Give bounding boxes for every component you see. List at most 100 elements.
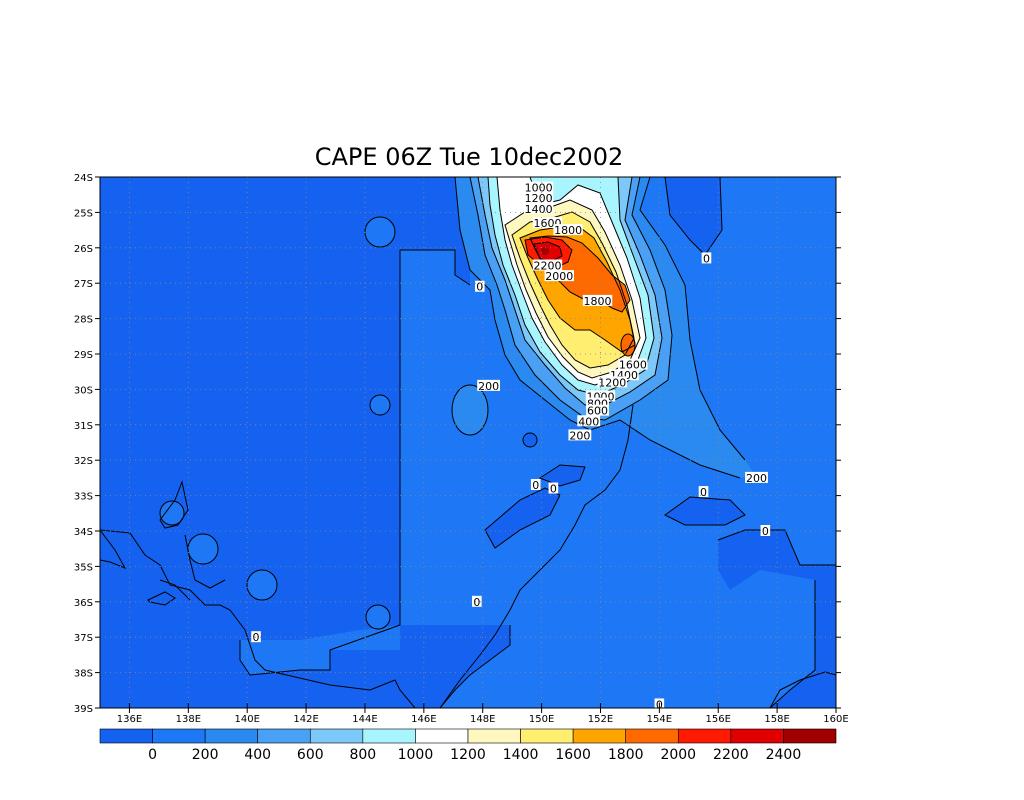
colorbar-swatch — [783, 728, 837, 744]
y-tick-label: 39S — [74, 704, 93, 715]
x-tick-label: 148E — [470, 714, 495, 725]
colorbar-label: 2400 — [766, 747, 802, 763]
colorbar-label: 2200 — [713, 747, 749, 763]
contour-label-bg — [523, 192, 554, 204]
contour-label: 0 — [473, 596, 480, 609]
field-dark-blob — [665, 497, 745, 525]
field-island — [188, 534, 218, 564]
contour-label-bg — [544, 270, 574, 282]
colorbar-label: 400 — [244, 747, 271, 763]
colorbar-label: 200 — [192, 747, 219, 763]
contour-label-bg — [530, 478, 541, 490]
colorbar-label: 1200 — [450, 747, 486, 763]
contour-label: 200 — [478, 380, 499, 393]
x-tick-label: 150E — [529, 714, 554, 725]
contour-label-bg — [548, 482, 559, 494]
colorbar-label: 1000 — [398, 747, 434, 763]
contour-label-bg — [472, 595, 482, 607]
contour-label: 1800 — [584, 295, 612, 308]
chart-title: CAPE 06Z Tue 10dec2002 — [315, 143, 623, 171]
y-tick-label: 30S — [74, 385, 93, 396]
contour-label-bg — [618, 358, 648, 370]
colorbar-swatch — [99, 728, 153, 744]
field-island — [247, 570, 277, 600]
y-tick-label: 34S — [74, 527, 93, 538]
contour-label-bg — [523, 202, 554, 214]
contour-label: 1600 — [619, 359, 647, 372]
contour-label: 200 — [569, 429, 590, 442]
y-tick-label: 35S — [74, 562, 93, 573]
colorbar: 0 200 400 600 800 1000 1200 1400 1600 1800 2000 220… — [99, 728, 837, 763]
contour-label: 200 — [746, 472, 767, 485]
contour-label-bg — [586, 404, 609, 416]
contour-label: 400 — [578, 415, 599, 428]
colorbar-swatch — [204, 728, 259, 744]
contour-label-bg — [251, 631, 261, 643]
contour-label-bg — [586, 397, 609, 409]
y-tick-label: 36S — [74, 598, 93, 609]
x-tick-label: 142E — [293, 714, 318, 725]
field-island — [370, 395, 390, 415]
colorbar-swatch — [415, 728, 469, 744]
contour-label: 2200 — [533, 260, 561, 273]
contour-label-bg — [609, 369, 639, 381]
y-axis: 24S 25S 26S 27S 28S 29S 30S 31S 32S 33S 34S 35S 36S 3… — [74, 173, 841, 715]
y-tick-label: 32S — [74, 456, 93, 467]
field-level-200-400 — [452, 385, 488, 435]
y-tick-label: 38S — [74, 669, 93, 680]
colorbar-swatch — [362, 728, 416, 744]
field-island — [365, 217, 395, 247]
field-dark-blob — [718, 530, 836, 708]
colorbar-label: 600 — [297, 747, 324, 763]
y-tick-label: 25S — [74, 208, 93, 219]
x-tick-label: 140E — [234, 714, 259, 725]
colorbar-label: 2000 — [660, 747, 696, 763]
contour-label-bg — [532, 217, 563, 229]
contour-label: 1800 — [554, 224, 582, 237]
y-tick-label: 37S — [74, 633, 93, 644]
x-tick-label: 138E — [176, 714, 201, 725]
y-tick-label: 27S — [74, 279, 93, 290]
y-tick-label: 24S — [74, 173, 93, 184]
y-tick-label: 33S — [74, 492, 93, 503]
grid-lines — [100, 177, 836, 708]
x-tick-label: 154E — [647, 714, 672, 725]
colorbar-swatch — [152, 728, 206, 744]
colorbar-label: 1400 — [503, 747, 539, 763]
cape-field: 1000120014001600180022002000180016001400… — [100, 177, 836, 708]
contour-label: 0 — [532, 479, 539, 492]
contour-label: 1200 — [525, 192, 553, 205]
colorbar-swatch — [467, 728, 521, 744]
x-tick-label: 146E — [411, 714, 436, 725]
contour-label-bg — [701, 252, 712, 264]
y-tick-label: 28S — [74, 315, 93, 326]
contour-label-bg — [597, 376, 627, 388]
contour-label-bg — [698, 486, 709, 498]
x-tick-label: 156E — [706, 714, 731, 725]
field-island — [160, 501, 184, 525]
contour-label-bg — [474, 280, 485, 292]
contour-label: 0 — [476, 281, 483, 294]
colorbar-swatch — [677, 728, 732, 744]
contour-label: 0 — [253, 631, 260, 644]
x-tick-label: 152E — [588, 714, 613, 725]
y-tick-label: 26S — [74, 244, 93, 255]
contour-label: 1400 — [525, 203, 553, 216]
y-tick-label: 31S — [74, 421, 93, 432]
contour-label-bg — [568, 429, 592, 441]
contour-label: 1000 — [525, 182, 553, 195]
contour-label: 0 — [703, 252, 710, 265]
field-level-above-2400 — [541, 247, 549, 255]
contour-label-bg — [477, 379, 501, 391]
contour-label-bg — [760, 525, 771, 536]
field-island — [366, 605, 390, 629]
x-axis: 136E 138E 140E 142E 144E 146E 148E 150E 152E 154E… — [117, 703, 849, 725]
field-dark-blob — [540, 465, 585, 486]
contour-lines — [159, 177, 836, 708]
field-dark-blob — [523, 433, 537, 447]
contour-label-bg — [585, 390, 616, 402]
contour-label: 0 — [700, 486, 707, 499]
colorbar-label: 1600 — [555, 747, 591, 763]
